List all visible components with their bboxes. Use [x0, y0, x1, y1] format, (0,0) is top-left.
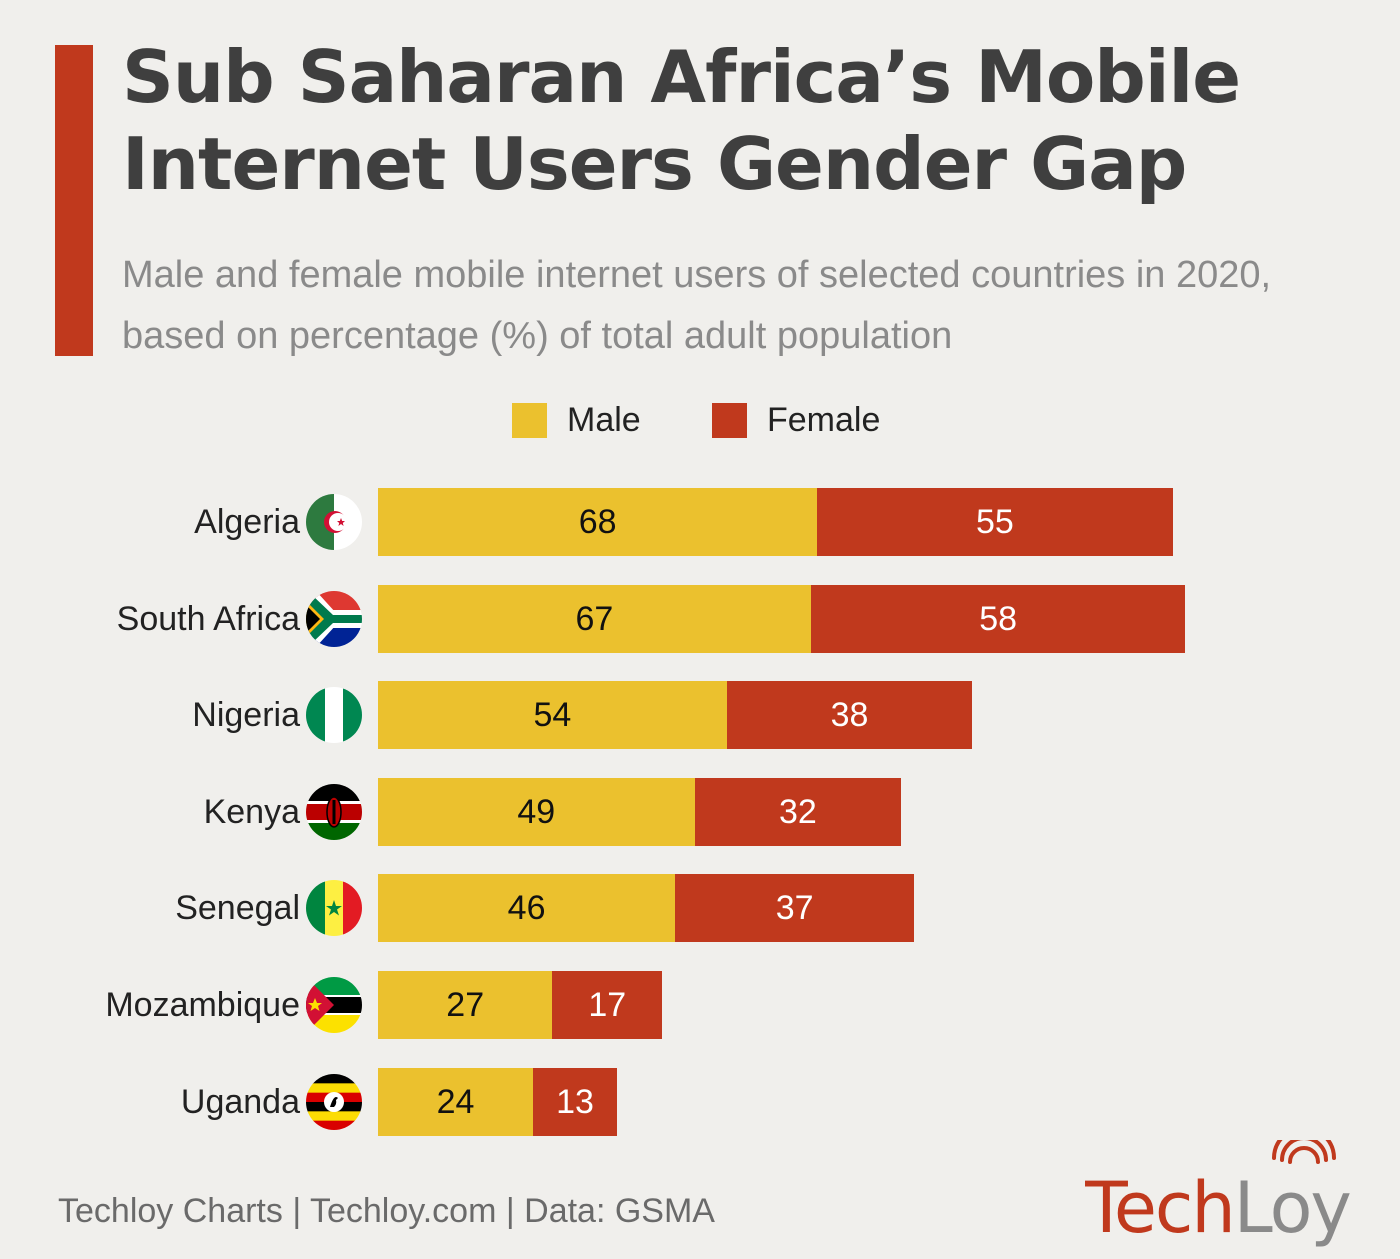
- bar-female: [533, 1067, 617, 1136]
- category-label: Kenya: [203, 792, 300, 831]
- chart-subtitle: Male and female mobile internet users of…: [122, 254, 1272, 357]
- data-label-female: 32: [778, 792, 817, 831]
- bar-female: [694, 777, 902, 846]
- south-africa-flag-icon: [306, 590, 362, 647]
- legend-item-female: Female: [712, 400, 880, 440]
- footer-credit: Techloy Charts | Techloy.com | Data: GSM…: [58, 1192, 715, 1230]
- data-label-male: 46: [507, 889, 546, 928]
- data-label-female: 58: [979, 599, 1018, 638]
- data-label-male: 27: [446, 986, 485, 1024]
- data-label-male: 68: [578, 503, 617, 541]
- legend-item-male: Male: [512, 400, 641, 440]
- bar-male: [378, 681, 727, 750]
- svg-text:TechLoy: TechLoy: [1085, 1167, 1350, 1249]
- bar-male: [378, 1067, 534, 1136]
- legend-label-male: Male: [567, 400, 641, 439]
- data-label-female: 55: [976, 503, 1014, 541]
- nigeria-flag-icon: [306, 687, 362, 744]
- data-label-female: 17: [588, 986, 627, 1024]
- logo-text-loy: Loy: [1234, 1167, 1351, 1249]
- bar-male: [378, 971, 553, 1039]
- legend-label-female: Female: [767, 400, 881, 439]
- category-label: Nigeria: [192, 696, 300, 735]
- category-label: South Africa: [116, 599, 300, 638]
- legend: Male Female: [0, 400, 1400, 440]
- bar-female: [552, 971, 663, 1039]
- accent-bar: [55, 45, 93, 356]
- legend-swatch-female: [712, 402, 747, 438]
- bar-female: [726, 681, 973, 750]
- category-label: Senegal: [175, 889, 300, 928]
- data-label-male: 67: [575, 599, 614, 638]
- chart-title: Sub Saharan Africa’s Mobile Internet Use…: [122, 35, 1241, 206]
- category-label: Uganda: [180, 1082, 300, 1121]
- bar-male: [378, 584, 811, 653]
- senegal-flag-icon: [306, 880, 362, 937]
- algeria-flag-icon: [306, 494, 362, 550]
- signal-icon: [1272, 1140, 1336, 1164]
- data-label-male: 54: [533, 696, 572, 735]
- bar-female: [675, 874, 915, 943]
- logo-text-tech: Tech: [1085, 1167, 1234, 1249]
- category-label: Algeria: [194, 503, 300, 541]
- uganda-flag-icon: [306, 1073, 362, 1130]
- data-label-female: 13: [556, 1082, 594, 1121]
- bar-female: [817, 488, 1173, 556]
- techloy-logo: TechLoy: [1085, 1140, 1352, 1249]
- data-label-male: 49: [517, 792, 556, 831]
- data-label-male: 24: [436, 1082, 475, 1121]
- bar-male: [378, 874, 676, 943]
- kenya-flag-icon: [306, 783, 362, 840]
- mozambique-flag-icon: [306, 977, 362, 1033]
- bar-male: [378, 777, 695, 846]
- bar-male: [378, 488, 818, 556]
- bar-female: [810, 584, 1186, 653]
- data-label-female: 38: [830, 696, 869, 735]
- legend-swatch-male: [512, 402, 547, 438]
- category-label: Mozambique: [105, 986, 300, 1024]
- data-label-female: 37: [775, 889, 814, 928]
